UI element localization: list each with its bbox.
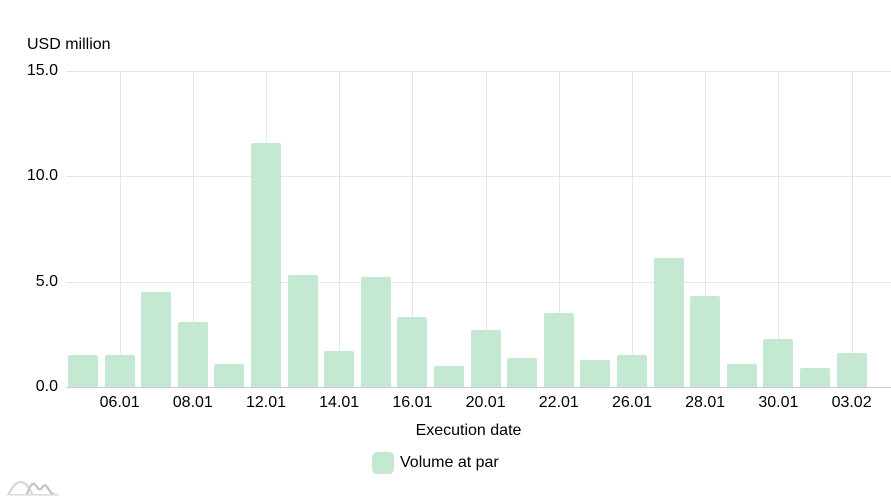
x-axis-line — [66, 387, 891, 388]
bar[interactable] — [836, 353, 867, 387]
bar[interactable] — [360, 277, 391, 387]
h-gridline — [66, 281, 891, 283]
v-gridline — [851, 71, 853, 387]
bar[interactable] — [543, 313, 574, 387]
v-gridline — [192, 71, 194, 387]
bar[interactable] — [800, 368, 830, 387]
v-gridline — [778, 71, 780, 387]
h-gridline — [66, 71, 891, 72]
bar[interactable] — [470, 330, 501, 387]
bar[interactable] — [617, 355, 647, 387]
v-gridline — [632, 71, 633, 387]
bar[interactable] — [104, 355, 135, 387]
bar[interactable] — [434, 365, 464, 387]
x-tick-label: 12.01 — [245, 394, 287, 411]
x-tick-label: 30.01 — [758, 394, 799, 411]
bar[interactable] — [287, 275, 318, 387]
v-gridline — [485, 71, 487, 387]
y-tick-label: 0.0 — [35, 378, 58, 395]
bar[interactable] — [690, 296, 721, 387]
bar[interactable] — [653, 258, 684, 387]
bar[interactable] — [68, 355, 98, 387]
bar[interactable] — [726, 363, 757, 387]
x-tick-label: 14.01 — [319, 394, 360, 411]
y-tick-label: 10.0 — [26, 167, 58, 185]
bar[interactable] — [251, 142, 281, 387]
bar[interactable] — [763, 338, 794, 387]
v-gridline — [705, 71, 707, 387]
x-tick-label: 06.01 — [99, 394, 140, 411]
x-tick-label: 22.01 — [538, 394, 579, 411]
x-tick-label: 28.01 — [685, 394, 726, 411]
bar[interactable] — [177, 321, 208, 387]
v-gridline — [339, 71, 341, 387]
bar[interactable] — [324, 351, 355, 387]
x-tick-label: 08.01 — [172, 394, 213, 411]
hills-watermark-logo — [7, 480, 59, 496]
bar[interactable] — [214, 363, 245, 387]
bar[interactable] — [397, 317, 428, 387]
x-tick-label: 03.02 — [831, 394, 872, 411]
legend-label: Volume at par — [400, 454, 499, 471]
x-tick-label: 26.01 — [611, 394, 653, 411]
h-gridline — [66, 176, 891, 178]
legend-item-volume-at-par[interactable]: Volume at par — [372, 452, 499, 474]
bar[interactable] — [141, 292, 172, 387]
v-gridline — [558, 71, 560, 387]
y-axis-title: USD million — [27, 36, 111, 53]
legend-swatch — [372, 452, 394, 474]
x-tick-label: 16.01 — [392, 394, 433, 411]
x-axis-title: Execution date — [415, 422, 522, 439]
v-gridline — [119, 71, 121, 387]
x-tick-label: 20.01 — [465, 394, 506, 411]
bar[interactable] — [507, 357, 538, 387]
v-gridline — [412, 71, 414, 387]
y-tick-label: 5.0 — [35, 272, 58, 290]
y-tick-label: 15.0 — [26, 62, 58, 79]
bar[interactable] — [580, 359, 611, 387]
